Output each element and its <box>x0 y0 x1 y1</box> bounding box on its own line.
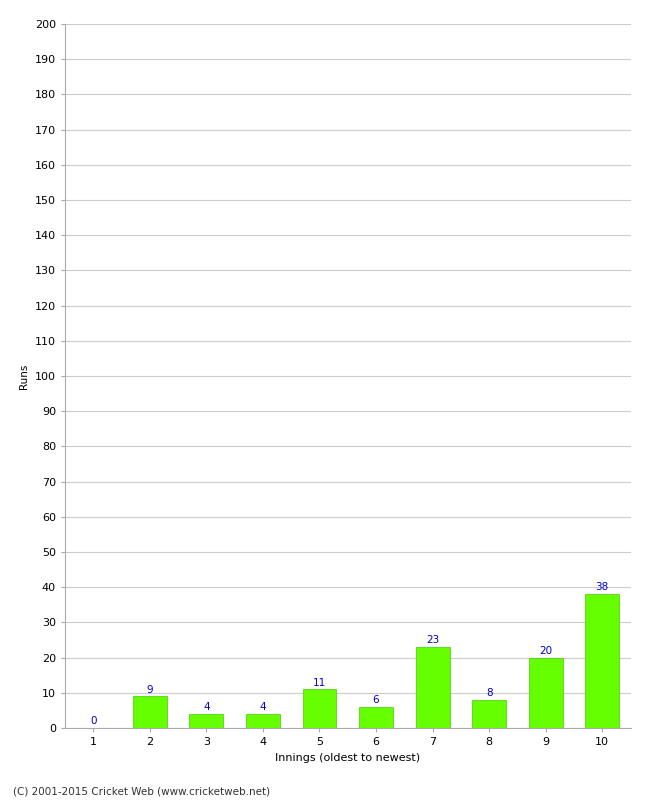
Bar <box>133 696 167 728</box>
Text: 0: 0 <box>90 716 97 726</box>
Bar <box>415 647 450 728</box>
Text: 8: 8 <box>486 688 493 698</box>
Y-axis label: Runs: Runs <box>20 363 29 389</box>
X-axis label: Innings (oldest to newest): Innings (oldest to newest) <box>275 753 421 762</box>
Text: 23: 23 <box>426 635 439 646</box>
Text: 6: 6 <box>372 695 380 705</box>
Text: 20: 20 <box>539 646 552 656</box>
Bar <box>246 714 280 728</box>
Bar <box>528 658 563 728</box>
Bar <box>585 594 619 728</box>
Bar <box>472 700 506 728</box>
Bar <box>359 707 393 728</box>
Bar <box>302 690 337 728</box>
Text: (C) 2001-2015 Cricket Web (www.cricketweb.net): (C) 2001-2015 Cricket Web (www.cricketwe… <box>13 786 270 796</box>
Text: 4: 4 <box>203 702 210 712</box>
Text: 11: 11 <box>313 678 326 687</box>
Text: 9: 9 <box>146 685 153 694</box>
Bar <box>189 714 224 728</box>
Text: 4: 4 <box>259 702 266 712</box>
Text: 38: 38 <box>595 582 609 593</box>
